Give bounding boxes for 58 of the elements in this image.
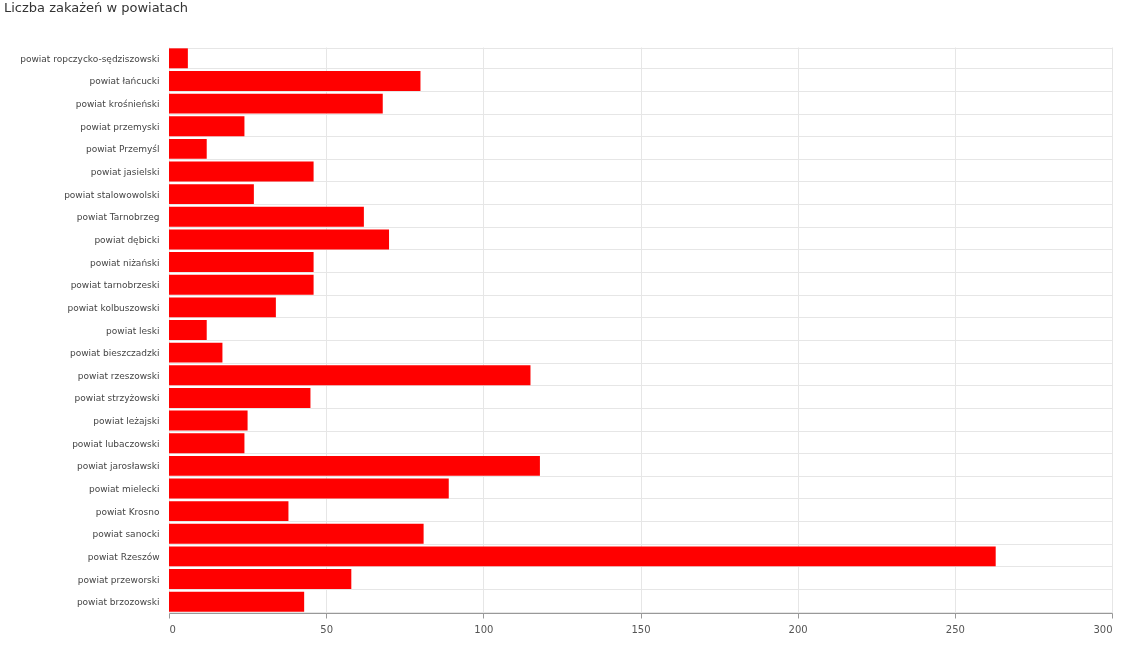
bar — [169, 297, 276, 318]
bar — [169, 387, 311, 408]
bar — [169, 93, 383, 114]
y-tick-label: powiat przemyski — [80, 121, 160, 132]
bar — [169, 48, 188, 69]
x-tick-label: 200 — [788, 623, 808, 635]
bar — [169, 410, 248, 431]
y-tick-label: powiat jasielski — [90, 167, 160, 178]
y-tick-label: powiat dębicki — [94, 234, 160, 245]
bar — [169, 116, 245, 137]
bar — [169, 365, 531, 386]
bar — [169, 591, 305, 612]
y-tick-label: powiat łańcucki — [89, 76, 160, 87]
x-tick-label: 250 — [945, 623, 965, 635]
x-tick-label: 0 — [169, 623, 176, 635]
y-tick-label: powiat niżański — [89, 257, 160, 268]
y-tick-label: powiat Krosno — [95, 506, 160, 517]
bar — [169, 206, 364, 227]
x-tick-label: 50 — [320, 623, 334, 635]
y-tick-label: powiat sanocki — [92, 529, 160, 540]
y-tick-label: powiat ropczycko-sędziszowski — [20, 53, 160, 64]
x-tick-label: 300 — [1093, 623, 1113, 635]
bar — [169, 478, 449, 499]
y-tick-label: powiat strzyżowski — [74, 393, 160, 404]
bar — [169, 229, 390, 250]
y-tick-label: powiat rzeszowski — [77, 370, 160, 381]
chart-title: Liczba zakażeń w powiatach — [4, 0, 189, 15]
bar — [169, 523, 424, 544]
bar — [169, 569, 352, 589]
bar — [169, 455, 540, 476]
y-tick-label: powiat stalowowolski — [64, 189, 160, 200]
y-tick-label: powiat kolbuszowski — [67, 302, 160, 313]
y-tick-label: powiat leżajski — [93, 416, 160, 427]
bar — [169, 274, 314, 295]
y-tick-label: powiat bieszczadzki — [70, 348, 160, 359]
y-tick-label: powiat jarosławski — [76, 461, 160, 472]
y-tick-label: powiat leski — [106, 325, 160, 336]
y-tick-label: powiat przeworski — [77, 574, 160, 585]
x-tick-label: 150 — [631, 623, 651, 635]
bar — [169, 138, 207, 159]
x-tick-label: 100 — [474, 623, 494, 635]
bar — [169, 161, 314, 182]
y-tick-label: powiat brzozowski — [76, 597, 160, 608]
y-tick-label: powiat Przemyśl — [86, 144, 160, 155]
bar — [169, 342, 223, 363]
bar — [169, 252, 314, 273]
y-tick-label: powiat Tarnobrzeg — [76, 212, 160, 223]
y-tick-label: powiat Rzeszów — [87, 551, 160, 562]
bar — [169, 184, 254, 205]
bar — [169, 320, 207, 340]
bar — [169, 433, 245, 454]
y-tick-label: powiat mielecki — [89, 483, 160, 494]
y-tick-label: powiat lubaczowski — [72, 438, 160, 449]
bar — [169, 546, 996, 567]
y-tick-label: powiat tarnobrzeski — [70, 280, 160, 291]
bar — [169, 501, 289, 522]
y-tick-label: powiat krośnieński — [75, 99, 160, 110]
bar — [169, 71, 421, 91]
